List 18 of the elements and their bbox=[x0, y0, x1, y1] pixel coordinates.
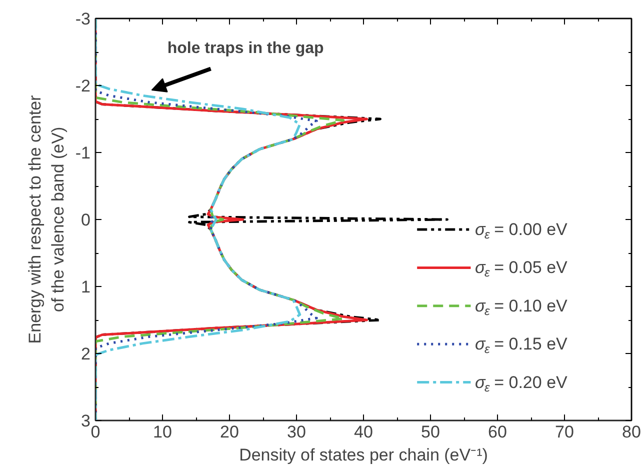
x-tick-label: 80 bbox=[622, 422, 641, 442]
y-tick-label: -2 bbox=[75, 76, 91, 96]
y-tick-label: 0 bbox=[81, 210, 91, 230]
annotation: hole traps in the gap bbox=[167, 40, 324, 58]
x-tick-label: 10 bbox=[153, 422, 172, 442]
x-tick-label: 70 bbox=[555, 422, 574, 442]
y-tick-label: 3 bbox=[81, 412, 91, 430]
y-tick-label: 1 bbox=[81, 278, 91, 296]
x-tick-label: 30 bbox=[287, 422, 306, 442]
y-tick-label: -3 bbox=[75, 10, 91, 28]
x-tick-label: 50 bbox=[421, 422, 440, 442]
y-axis-title: Energy with respect to the center of the valence band (eV) bbox=[26, 94, 68, 344]
x-tick-label: 40 bbox=[354, 422, 373, 442]
y-tick-label: -1 bbox=[75, 144, 91, 162]
x-tick-label: 60 bbox=[488, 422, 507, 442]
y-tick-label: 2 bbox=[81, 344, 91, 364]
x-tick-label: 20 bbox=[220, 422, 239, 442]
x-axis-title: Density of states per chain (eV⁻¹) bbox=[239, 446, 488, 464]
